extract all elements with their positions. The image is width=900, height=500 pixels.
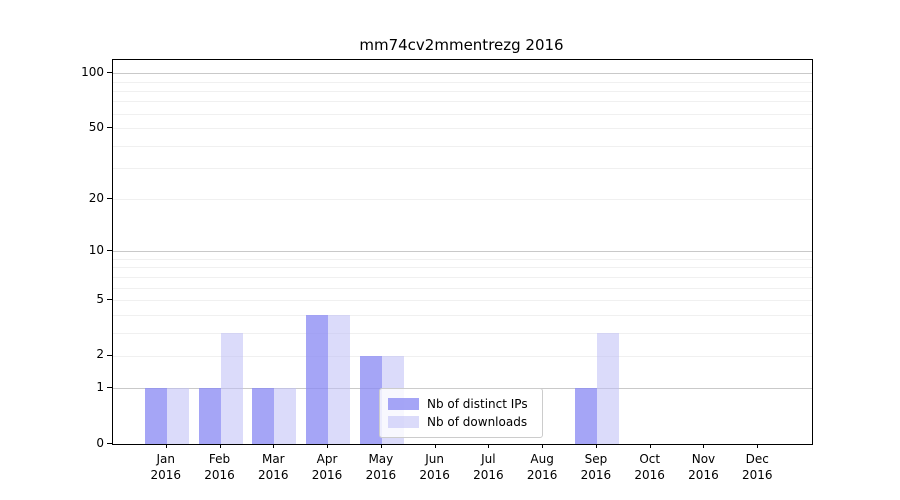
gridline-minor [113,168,812,170]
x-tick-mark [703,444,705,448]
x-tick-year: 2016 [258,468,289,482]
bar-downloads-feb [220,332,243,444]
x-tick-label: Mar 2016 [241,451,305,483]
x-tick-year: 2016 [741,468,773,482]
gridline-minor [113,332,812,334]
bar-distinct-ips-may [359,355,382,444]
bar-distinct-ips-sep [574,388,597,444]
x-tick-year: 2016 [365,468,397,482]
x-tick-label: Jul 2016 [456,451,520,483]
x-tick-mark [649,444,651,448]
x-tick-label: Jun 2016 [403,451,467,483]
x-tick-mark [595,444,597,448]
bar-downloads-apr [328,314,351,444]
y-tick-label: 20 [88,190,104,205]
legend-swatch-downloads [388,416,419,428]
y-tick-label: 100 [81,64,104,79]
x-tick-year: 2016 [473,468,504,482]
x-tick-mark [542,444,544,448]
x-tick-mark [434,444,436,448]
y-tick-mark [107,72,112,74]
bar-distinct-ips-mar [252,388,275,444]
gridline-minor [113,287,812,289]
x-tick-mark [327,444,329,448]
x-tick-mark [165,444,167,448]
x-tick-label: Feb 2016 [188,451,252,483]
x-tick-year: 2016 [150,468,182,482]
legend: Nb of distinct IPs Nb of downloads [379,388,543,438]
chart-title: mm74cv2mmentrezg 2016 [359,36,564,54]
x-tick-year: 2016 [634,468,665,482]
legend-label-downloads: Nb of downloads [427,415,528,429]
legend-item-downloads: Nb of downloads [388,413,534,431]
plot-area [112,59,813,445]
gridline-minor [113,101,812,103]
x-tick-label: Nov 2016 [671,451,735,483]
y-tick-mark [107,250,112,252]
x-tick-mark [380,444,382,448]
gridline-minor [113,314,812,316]
x-tick-year: 2016 [580,468,612,482]
gridline-minor [113,276,812,278]
x-tick-label: Aug 2016 [510,451,574,483]
y-tick-mark [107,354,112,356]
y-tick-mark [107,443,112,444]
x-tick-label: May 2016 [349,451,413,483]
legend-label-distinct-ips: Nb of distinct IPs [427,397,528,411]
x-tick-year: 2016 [688,468,719,482]
y-tick-label: 2 [96,347,104,362]
y-tick-label: 5 [96,291,104,306]
x-tick-label: Apr 2016 [295,451,359,483]
gridline-minor [113,90,812,92]
x-tick-mark [273,444,275,448]
x-tick-mark [219,444,221,448]
gridline-minor [113,113,812,115]
x-tick-year: 2016 [311,468,343,482]
gridline-minor [113,199,812,201]
gridline-minor [113,300,812,302]
x-tick-year: 2016 [204,468,235,482]
y-tick-mark [107,299,112,301]
x-tick-label: Oct 2016 [618,451,682,483]
bar-downloads-mar [274,388,297,444]
x-tick-label: Jan 2016 [134,451,198,483]
y-tick-label: 10 [88,242,104,257]
x-tick-mark [757,444,759,448]
bar-downloads-jan [166,388,189,444]
x-tick-label: Dec 2016 [725,451,789,483]
bar-distinct-ips-feb [198,388,221,444]
legend-swatch-distinct-ips [388,398,419,410]
y-tick-mark [107,127,112,129]
gridline-major [113,251,812,253]
x-tick-year: 2016 [419,468,450,482]
gridline-major [113,73,812,75]
x-tick-label: Sep 2016 [564,451,628,483]
gridline-minor [113,81,812,83]
y-tick-mark [107,198,112,200]
legend-item-distinct-ips: Nb of distinct IPs [388,395,534,413]
gridline-minor [113,145,812,147]
gridline-minor [113,258,812,260]
bar-distinct-ips-apr [306,314,329,444]
gridline-minor [113,267,812,269]
y-tick-mark [107,387,112,389]
gridline-minor [113,128,812,130]
bar-distinct-ips-jan [144,388,167,444]
bar-downloads-sep [596,332,619,444]
y-tick-label: 1 [96,379,104,394]
x-tick-mark [488,444,490,448]
x-tick-year: 2016 [526,468,558,482]
gridline-minor [113,355,812,357]
y-tick-label: 50 [88,119,104,134]
y-tick-label: 0 [96,435,104,450]
